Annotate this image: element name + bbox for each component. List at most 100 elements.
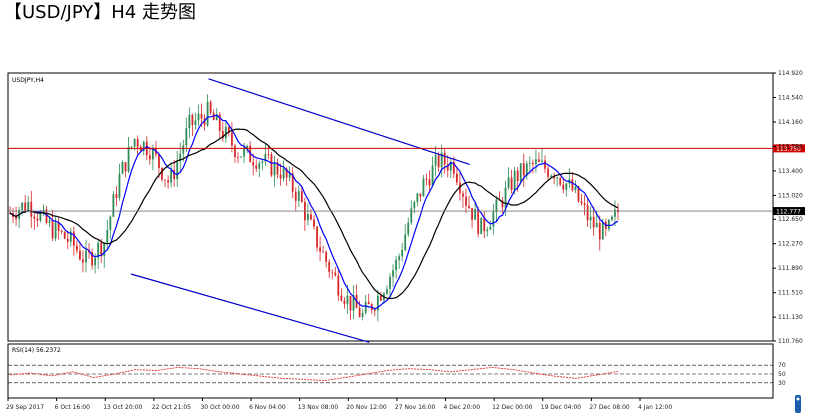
resistance-price-label: 113.750	[776, 146, 801, 153]
rsi-tick-label: 70	[778, 362, 786, 369]
y-tick-label: 113.400	[778, 168, 803, 175]
candle-body	[477, 208, 480, 234]
candle-body	[69, 231, 72, 242]
candle-body	[279, 174, 282, 179]
candle-body	[322, 251, 325, 253]
candle-body	[553, 175, 556, 179]
candle-body	[240, 156, 242, 158]
candle-body	[121, 162, 124, 174]
candle-body	[24, 202, 27, 211]
x-tick-label: 12 Dec 00:00	[492, 404, 533, 411]
candle-body	[471, 208, 473, 220]
candle-body	[30, 201, 33, 217]
candle-body	[337, 275, 340, 296]
candle-body	[501, 200, 504, 208]
candle-body	[389, 276, 391, 289]
candle-body	[206, 101, 209, 126]
candle-body	[243, 148, 245, 157]
x-tick-label: 4 Dec 20:00	[444, 404, 481, 411]
candle-body	[486, 229, 489, 232]
candle-body	[516, 170, 519, 182]
candle-body	[340, 295, 343, 301]
y-tick-label: 112.270	[778, 241, 803, 248]
candle-body	[194, 120, 197, 126]
candle-body	[231, 132, 233, 146]
candle-body	[416, 193, 419, 202]
candle-body	[258, 163, 261, 169]
candle-body	[72, 231, 75, 246]
candle-body	[27, 201, 30, 211]
candle-body	[379, 295, 382, 301]
candle-body	[376, 295, 379, 311]
candle-body	[221, 130, 224, 139]
y-tick-label: 114.160	[778, 119, 803, 126]
candle-body	[288, 173, 291, 178]
x-tick-label: 27 Nov 16:00	[395, 404, 436, 411]
candle-body	[592, 216, 595, 228]
candle-body	[611, 216, 613, 220]
candle-body	[367, 301, 370, 305]
y-tick-label: 114.920	[778, 70, 803, 77]
candle-body	[413, 201, 416, 209]
y-tick-label: 111.510	[778, 290, 803, 297]
candle-body	[528, 162, 531, 164]
candle-body	[115, 194, 118, 199]
candle-body	[261, 161, 264, 164]
candle-body	[33, 216, 36, 219]
candle-body	[164, 179, 166, 181]
y-tick-label: 112.650	[778, 216, 803, 223]
candle-body	[446, 164, 449, 171]
candle-body	[170, 170, 173, 183]
candle-body	[425, 178, 428, 180]
candle-body	[200, 113, 203, 119]
candle-body	[398, 256, 401, 260]
candle-body	[66, 238, 69, 242]
candle-body	[328, 261, 331, 272]
y-tick-label: 113.780	[778, 143, 803, 150]
candle-body	[148, 155, 151, 160]
candle-body	[179, 153, 182, 162]
y-tick-label: 110.760	[778, 338, 803, 345]
candle-body	[237, 157, 239, 158]
candle-body	[167, 180, 169, 183]
candle-body	[319, 247, 321, 252]
candle-body	[513, 170, 516, 191]
candle-body	[215, 114, 218, 121]
candle-body	[127, 146, 130, 172]
candle-body	[580, 201, 583, 204]
candle-body	[57, 222, 60, 231]
candle-body	[316, 226, 318, 248]
candle-body	[525, 163, 528, 176]
candle-body	[404, 234, 407, 251]
x-tick-label: 6 Nov 04:00	[249, 404, 286, 411]
candle-body	[452, 161, 455, 174]
candle-body	[455, 173, 458, 183]
candle-body	[483, 217, 486, 232]
candle-body	[507, 177, 510, 188]
candle-body	[519, 163, 522, 182]
candle-body	[586, 205, 589, 221]
candle-body	[437, 155, 440, 168]
candle-body	[465, 196, 467, 206]
candle-body	[307, 214, 309, 221]
candle-body	[224, 126, 227, 139]
candle-body	[538, 159, 540, 162]
candle-body	[361, 312, 364, 317]
candle-body	[601, 221, 604, 240]
candle-body	[297, 191, 300, 201]
candle-body	[103, 243, 106, 257]
candle-body	[583, 203, 586, 206]
candle-body	[346, 295, 349, 304]
candle-body	[21, 202, 24, 210]
candle-body	[109, 216, 112, 230]
y-tick-label: 111.890	[778, 265, 803, 272]
candle-body	[97, 242, 100, 258]
x-tick-label: 13 Oct 20:00	[103, 404, 142, 411]
channel-upper-line	[208, 78, 470, 166]
rsi-tick-label: 30	[778, 380, 786, 387]
candle-body	[100, 242, 103, 257]
candle-body	[571, 179, 574, 191]
candle-body	[60, 230, 63, 232]
candle-body	[577, 186, 580, 202]
candle-body	[45, 209, 48, 223]
